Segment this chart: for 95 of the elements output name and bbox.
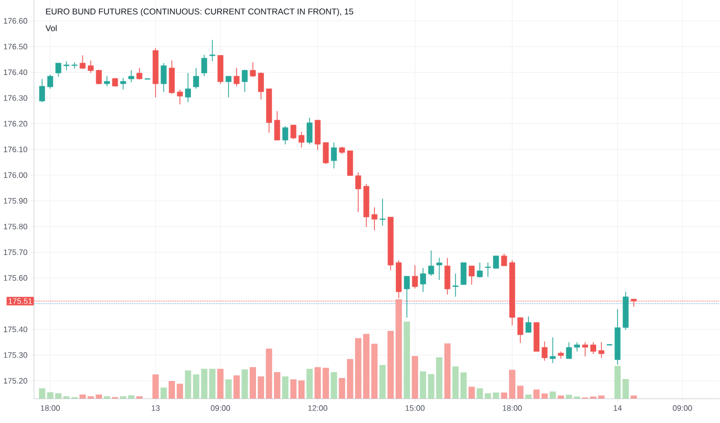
bar	[541, 394, 548, 399]
bar	[274, 372, 280, 399]
bar	[306, 368, 313, 399]
bar	[484, 393, 492, 399]
bar	[242, 370, 248, 399]
candlestick	[120, 78, 126, 90]
candlestick	[306, 118, 312, 145]
candlestick	[436, 258, 442, 281]
bar	[622, 379, 629, 399]
bar	[314, 367, 321, 399]
candlestick	[493, 256, 499, 270]
bar	[420, 372, 426, 399]
bar	[266, 348, 272, 399]
bar	[290, 380, 297, 399]
candlestick	[444, 258, 450, 295]
bar	[550, 392, 556, 399]
candlestick	[526, 316, 532, 334]
bar	[533, 390, 540, 399]
bar	[225, 380, 232, 399]
chart-title: Vol	[45, 25, 57, 32]
candlestick	[574, 342, 580, 352]
candlestick	[282, 126, 288, 145]
candlestick	[185, 72, 191, 103]
bar	[396, 299, 402, 399]
candlestick	[72, 62, 78, 70]
bar	[404, 322, 410, 399]
bar	[330, 372, 338, 399]
bar	[379, 364, 386, 399]
bar	[468, 386, 475, 399]
bar	[452, 366, 459, 399]
bar	[614, 366, 621, 399]
candlestick	[96, 69, 102, 85]
candlestick	[582, 342, 588, 357]
bar	[136, 396, 143, 399]
bar	[152, 374, 159, 399]
text: EURO BUND FUTURES (CONTINUOUS: CURRENT CONTRACT IN FRONT), 15	[46, 8, 354, 16]
candlestick	[380, 198, 386, 226]
bar	[258, 376, 264, 399]
candlestick	[176, 89, 183, 105]
candlestick	[209, 40, 216, 62]
candlestick	[193, 68, 200, 90]
candlestick	[590, 342, 596, 355]
candlestick	[412, 264, 418, 290]
candlestick	[501, 253, 508, 266]
bar	[184, 370, 192, 399]
bar	[444, 344, 451, 399]
candlestick	[201, 54, 208, 77]
candlestick	[47, 74, 54, 90]
bar	[558, 396, 564, 399]
bar	[104, 396, 110, 399]
candlestick	[88, 60, 94, 74]
candlestick	[298, 132, 304, 148]
bar	[412, 356, 418, 399]
bar	[338, 378, 346, 399]
candlestick	[460, 262, 466, 286]
bar	[250, 367, 256, 399]
bar	[233, 376, 240, 399]
bar	[460, 372, 467, 399]
candlestick	[468, 266, 475, 286]
candlestick	[330, 142, 337, 170]
bar	[217, 368, 224, 399]
candlestick	[476, 262, 483, 278]
candlestick	[542, 341, 548, 362]
candlestick	[274, 110, 280, 141]
candlestick	[39, 78, 46, 103]
candlestick	[55, 62, 62, 78]
candlestick	[250, 62, 256, 78]
candlestick	[226, 76, 232, 98]
bar	[476, 388, 483, 399]
candlestick	[550, 337, 556, 364]
bar	[160, 388, 167, 399]
bar	[63, 396, 70, 399]
candlestick	[80, 55, 86, 70]
candlestick	[258, 72, 264, 100]
candlestick	[598, 342, 604, 358]
bar	[282, 376, 288, 399]
candlestick	[160, 62, 167, 93]
candlestick	[128, 70, 134, 83]
candlestick	[372, 207, 378, 231]
candlestick	[242, 69, 248, 93]
candlestick	[484, 262, 491, 278]
candlestick	[404, 276, 410, 318]
bar	[387, 331, 394, 399]
candlestick	[566, 342, 572, 360]
candlestick	[420, 268, 426, 292]
bar	[322, 368, 329, 399]
candlestick	[428, 250, 434, 276]
candlestick	[234, 68, 240, 87]
bar	[371, 344, 378, 399]
candlestick	[104, 76, 110, 87]
candlestick	[290, 124, 296, 140]
candlestick	[452, 273, 458, 298]
bar	[298, 380, 305, 399]
bar	[492, 392, 500, 399]
candlestick	[64, 60, 70, 71]
